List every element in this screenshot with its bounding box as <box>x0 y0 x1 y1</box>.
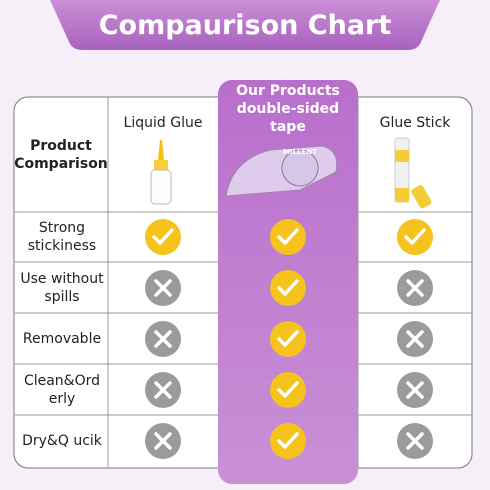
row-label: Strong stickiness <box>27 220 97 254</box>
glue-stick-image <box>394 137 432 209</box>
row-label: Clean&Ord erly <box>23 372 101 407</box>
check-icon <box>270 422 306 459</box>
cross-icon <box>145 269 181 306</box>
row-label: Dry&Q ucik <box>22 432 102 449</box>
cross-icon <box>145 320 181 357</box>
check-icon <box>270 371 306 408</box>
check-icon <box>270 219 306 255</box>
cross-icon <box>397 269 433 306</box>
check-icon <box>270 269 306 306</box>
liquid-glue-image <box>150 140 172 205</box>
cross-icon <box>397 422 433 459</box>
row-label: Removable <box>22 330 102 347</box>
check-icon <box>397 219 433 255</box>
title-banner <box>50 0 440 50</box>
column-header: Our Products double-sided tape <box>236 83 340 135</box>
cross-icon <box>145 371 181 408</box>
check-icon <box>145 219 181 255</box>
title: Compaurison Chart <box>98 9 392 41</box>
svg-text:MILLENT: MILLENT <box>283 148 317 156</box>
column-header: Liquid Glue <box>123 115 203 131</box>
tape-image: MILLENT <box>225 145 338 197</box>
cross-icon <box>145 422 181 459</box>
row-label: Use without spills <box>20 270 104 305</box>
cross-icon <box>397 371 433 408</box>
column-header: Product Comparison <box>14 137 108 172</box>
cross-icon <box>397 320 433 357</box>
column-header: Glue Stick <box>379 115 451 131</box>
check-icon <box>270 320 306 357</box>
